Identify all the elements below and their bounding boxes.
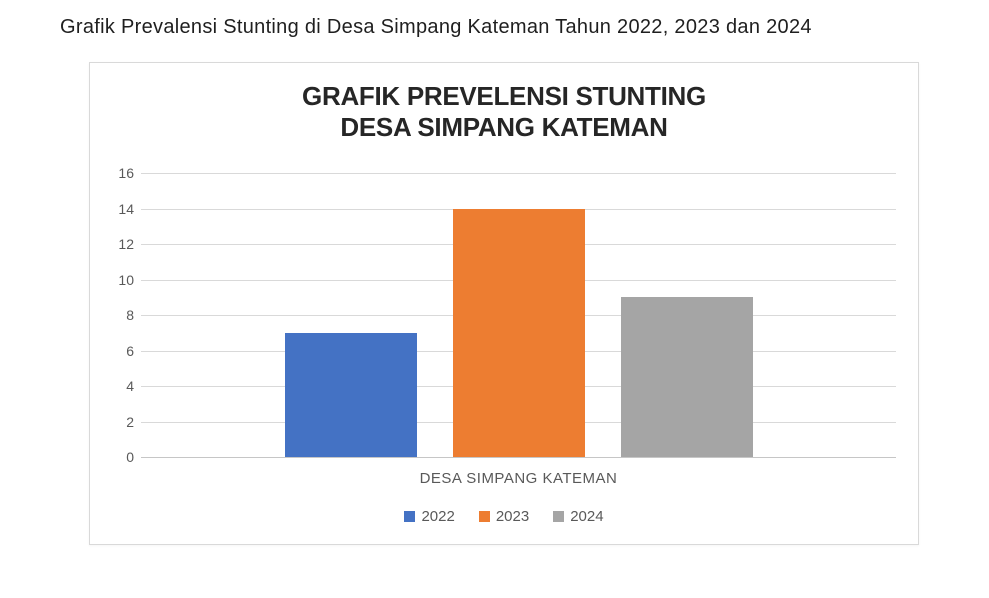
legend-label-2024: 2024 (570, 508, 604, 525)
y-tick-label-14: 14 (118, 200, 134, 217)
legend-swatch-2022 (404, 511, 416, 522)
chart-frame: GRAFIK PREVELENSI STUNTING DESA SIMPANG … (89, 62, 919, 545)
gridline-y-16 (141, 173, 896, 174)
legend-label-2023: 2023 (495, 508, 530, 525)
y-tick-label-10: 10 (118, 271, 134, 288)
page-caption: Grafik Prevalensi Stunting di Desa Simpa… (60, 16, 812, 38)
y-tick-label-8: 8 (126, 307, 134, 323)
legend-swatch-2024 (553, 511, 565, 522)
y-tick-label-0: 0 (126, 449, 134, 465)
chart-title-line2: DESA SIMPANG KATEMAN (340, 112, 668, 142)
bar-2024 (620, 297, 753, 457)
y-tick-label-16: 16 (118, 165, 134, 181)
gridline-y-0 (141, 457, 896, 458)
x-axis-category-label: DESA SIMPANG KATEMAN (419, 470, 618, 487)
chart-title-line1: GRAFIK PREVELENSI STUNTING (302, 81, 706, 111)
legend-item-2022: 2022 (404, 508, 455, 525)
chart-title: GRAFIK PREVELENSI STUNTING DESA SIMPANG … (90, 81, 918, 143)
y-tick-label-6: 6 (126, 342, 134, 359)
legend-label-2022: 2022 (421, 508, 455, 525)
y-tick-label-4: 4 (126, 378, 134, 394)
plot-area: 0 2 4 6 8 10 12 14 16 (118, 165, 896, 465)
legend-item-2024: 2024 (553, 508, 604, 525)
y-tick-label-12: 12 (118, 236, 134, 252)
legend: 2022 2023 2024 (90, 508, 918, 525)
legend-item-2023: 2023 (478, 508, 530, 525)
y-tick-label-2: 2 (126, 413, 134, 430)
legend-swatch-2023 (478, 511, 490, 522)
bar-2023 (452, 208, 585, 457)
bar-2022 (284, 332, 417, 457)
